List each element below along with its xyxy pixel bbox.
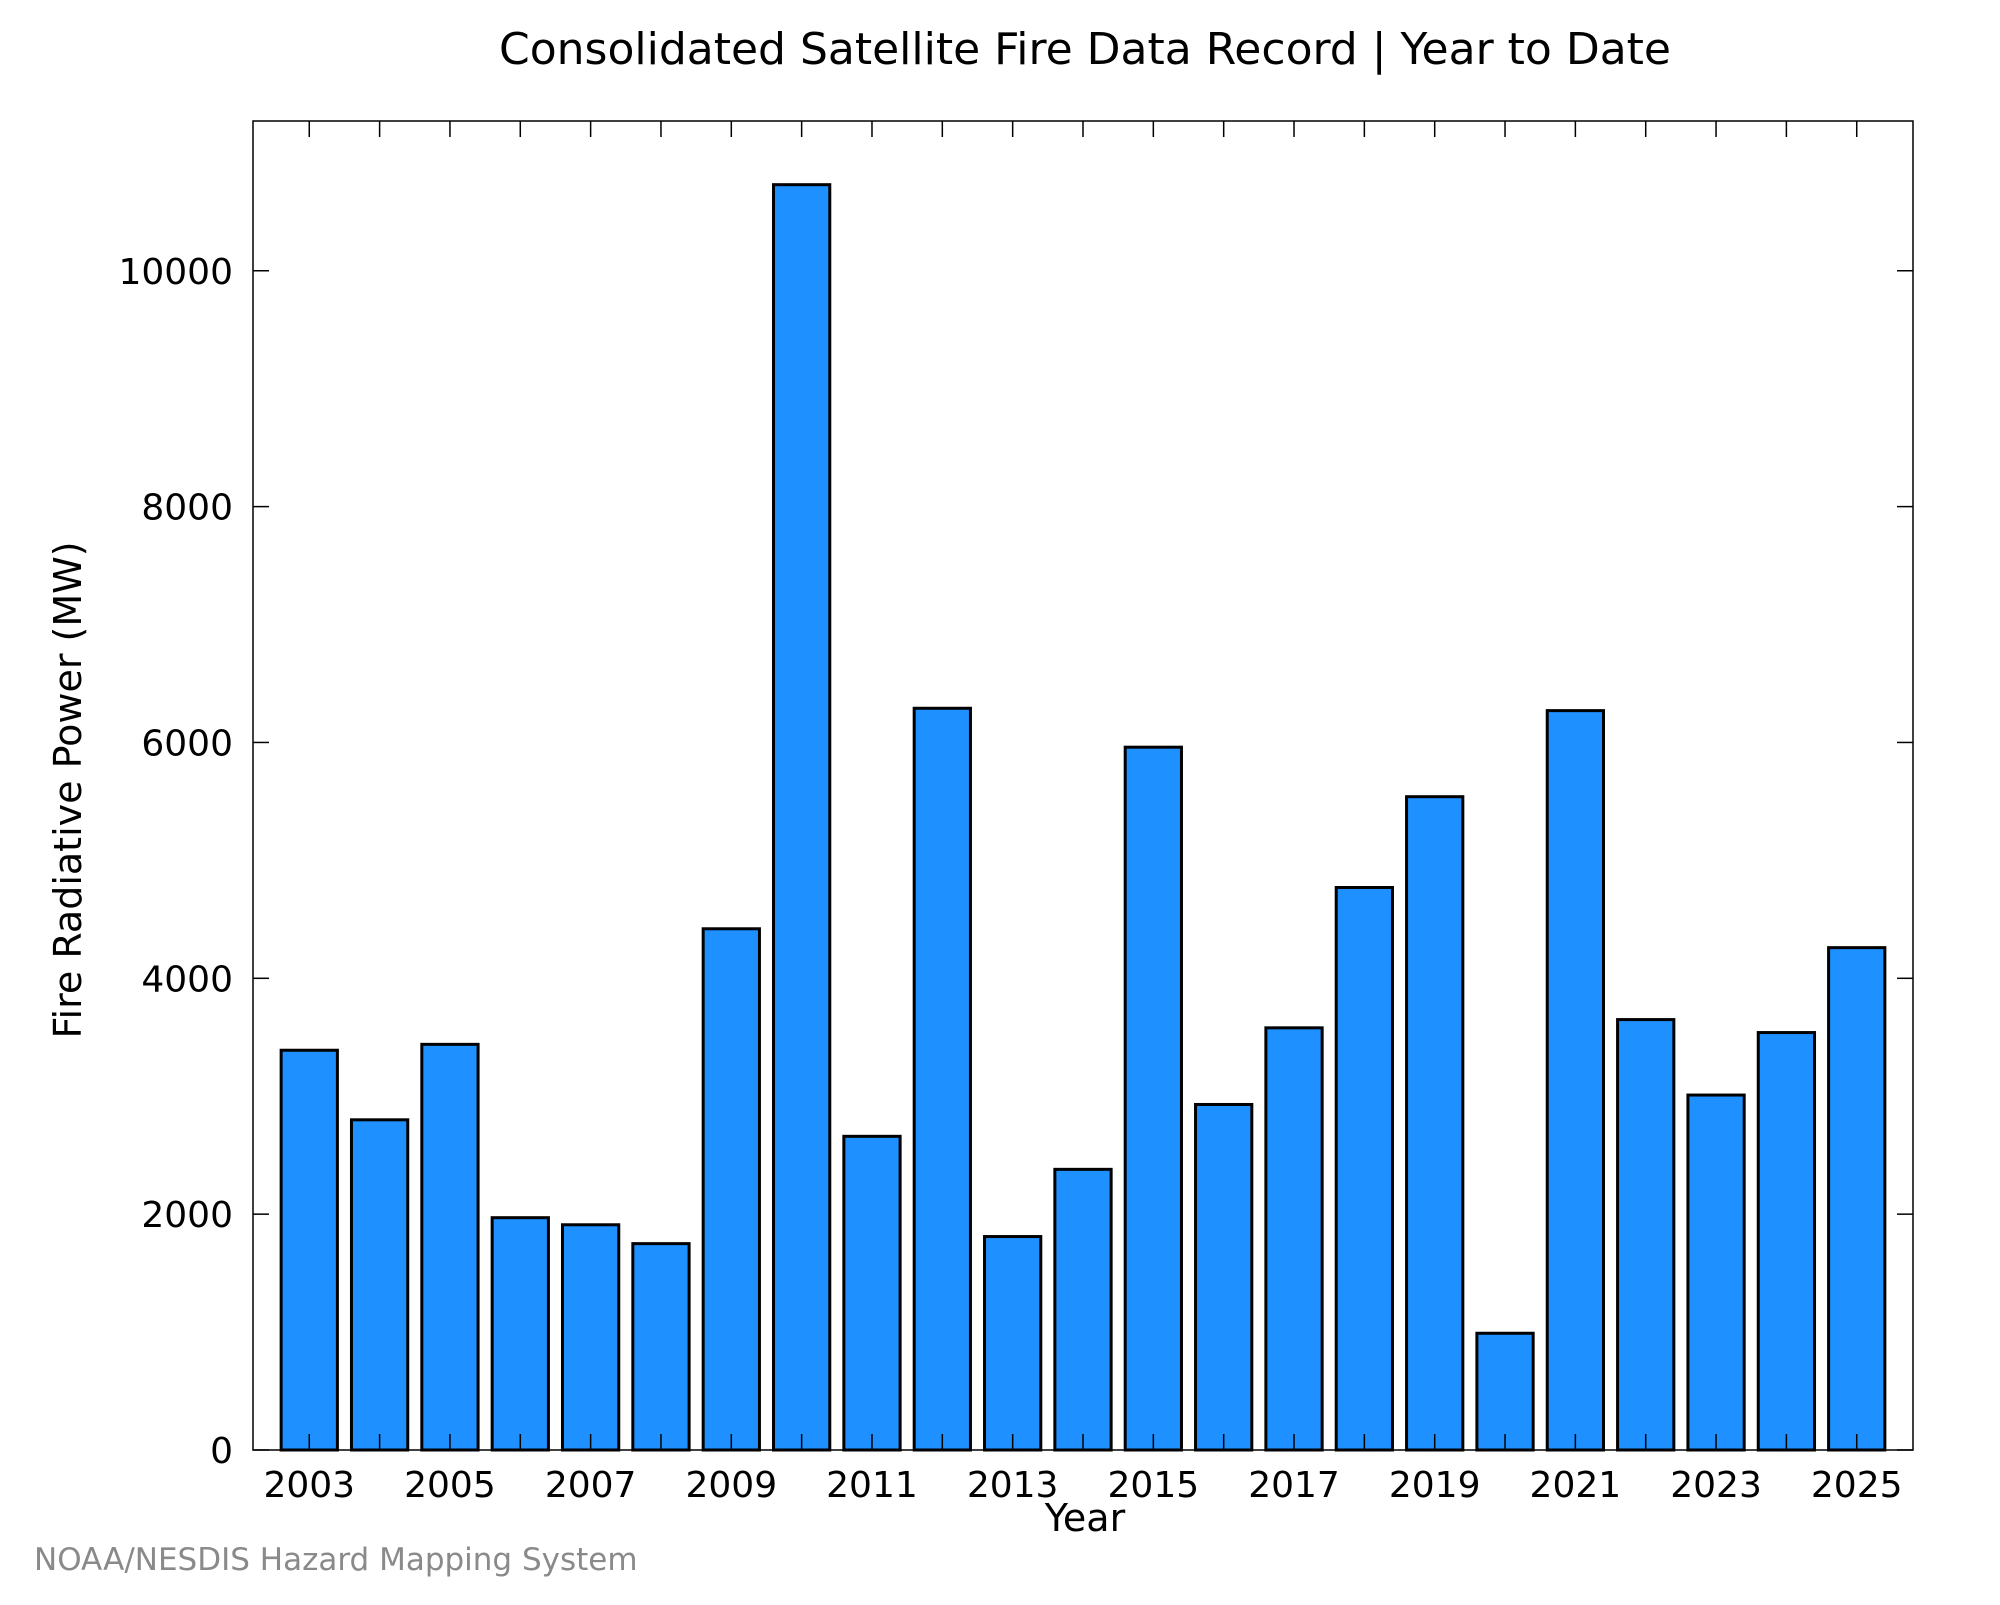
credit-text: NOAA/NESDIS Hazard Mapping System	[34, 1542, 638, 1578]
bar-2024	[1756, 1031, 1817, 1452]
bar-2016	[1194, 1102, 1254, 1452]
bar-2012	[912, 706, 972, 1452]
y-tick-label: 0	[210, 1431, 233, 1472]
bar-2014	[1053, 1167, 1113, 1452]
x-tick-label: 2011	[826, 1465, 918, 1506]
y-tick-label: 4000	[141, 959, 233, 1000]
y-tick-label: 10000	[118, 252, 233, 293]
bar-2017	[1264, 1026, 1324, 1452]
x-tick-label: 2025	[1811, 1465, 1903, 1506]
x-tick-label: 2007	[545, 1465, 637, 1506]
y-tick-label: 8000	[141, 488, 233, 529]
y-tick-label: 6000	[141, 723, 233, 764]
y-axis-label: Fire Radiative Power (MW)	[46, 541, 90, 1038]
bar-2021	[1545, 709, 1606, 1452]
x-tick-label: 2015	[1108, 1465, 1200, 1506]
x-tick-label: 2009	[685, 1465, 777, 1506]
x-tick-label: 2013	[967, 1465, 1059, 1506]
bar-2009	[701, 927, 761, 1452]
x-tick-label: 2005	[404, 1465, 496, 1506]
bar-2004	[349, 1118, 410, 1452]
bars-group	[279, 183, 1887, 1452]
bar-2022	[1616, 1018, 1676, 1452]
chart-title: Consolidated Satellite Fire Data Record …	[499, 24, 1671, 75]
x-axis-label: Year	[1044, 1496, 1126, 1540]
bar-2023	[1686, 1093, 1746, 1452]
bar-2010	[772, 183, 832, 1452]
bar-2003	[279, 1048, 339, 1452]
bar-2018	[1334, 886, 1394, 1452]
bar-2011	[842, 1134, 902, 1452]
bar-2020	[1475, 1331, 1535, 1452]
bar-2019	[1405, 795, 1465, 1452]
bar-2006	[490, 1216, 550, 1452]
x-tick-label: 2023	[1670, 1465, 1762, 1506]
bar-2007	[560, 1223, 621, 1452]
bar-2005	[420, 1042, 480, 1452]
ticks-group: 0 2000 4000 6000 8000 10000 2003 2005 2007 2009 20…	[118, 121, 1913, 1506]
bar-2013	[983, 1235, 1043, 1452]
x-tick-label: 2021	[1530, 1465, 1622, 1506]
x-tick-label: 2017	[1248, 1465, 1340, 1506]
bar-2008	[631, 1242, 691, 1452]
x-tick-label: 2003	[263, 1465, 355, 1506]
bar-2015	[1123, 745, 1183, 1452]
x-tick-label: 2019	[1389, 1465, 1481, 1506]
bar-2025	[1827, 946, 1887, 1452]
y-tick-label: 2000	[141, 1195, 233, 1236]
